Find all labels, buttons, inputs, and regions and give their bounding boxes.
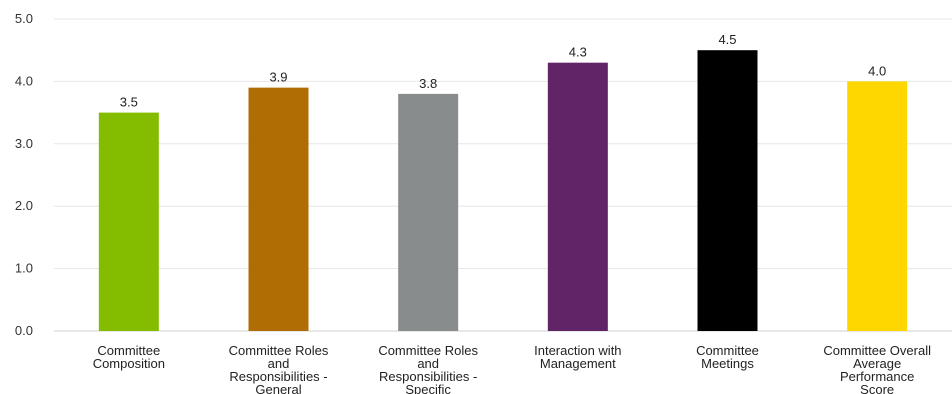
data-label: 3.9 <box>269 70 287 85</box>
category-label-line: Responsibilities - <box>229 369 327 384</box>
category-label: Committee Overall Average Performance Score <box>823 343 931 394</box>
y-tick-label: 0.0 <box>15 323 33 338</box>
data-label: 3.8 <box>419 76 437 91</box>
category-label-line: Committee <box>696 343 759 358</box>
category-label-line: Responsibilities - <box>379 369 477 384</box>
y-axis-tick-labels: 0.0 1.0 2.0 3.0 4.0 5.0 <box>15 11 33 338</box>
category-label-line: Meetings <box>701 356 754 371</box>
y-tick-label: 3.0 <box>15 136 33 151</box>
category-label: Committee Composition <box>93 343 165 371</box>
y-tick-label: 2.0 <box>15 198 33 213</box>
category-label-line: Committee <box>97 343 160 358</box>
category-label-line: Average <box>853 356 901 371</box>
bar-1 <box>98 112 159 331</box>
category-label: Interaction with Management <box>534 343 621 371</box>
bar-3 <box>398 93 459 331</box>
data-label: 4.5 <box>718 32 736 47</box>
category-label-line: Specific <box>405 382 451 394</box>
gridlines <box>54 18 952 332</box>
category-label-line: and <box>417 356 439 371</box>
data-label: 4.0 <box>868 63 886 78</box>
category-label-line: Committee Roles <box>229 343 329 358</box>
bar-6 <box>847 81 908 332</box>
category-label: Committee Roles and Responsibilities -Spec… <box>378 343 478 394</box>
category-label-line: Score <box>860 382 894 394</box>
data-label: 4.3 <box>569 45 587 60</box>
bar-4 <box>547 62 608 332</box>
data-labels: 3.5 3.9 3.8 4.3 4.5 4.0 <box>120 32 886 109</box>
y-tick-label: 4.0 <box>15 73 33 88</box>
category-label-line: General <box>255 382 301 394</box>
category-label-line: Interaction with <box>534 343 621 358</box>
bar-5 <box>697 50 758 331</box>
category-label-line: Management <box>540 356 616 371</box>
category-label-line: Composition <box>93 356 165 371</box>
bars <box>98 50 908 332</box>
category-label-line: and <box>268 356 290 371</box>
category-label: Committee Meetings <box>696 343 759 371</box>
data-label: 3.5 <box>120 95 138 110</box>
category-label-line: Committee Roles <box>378 343 478 358</box>
y-tick-label: 1.0 <box>15 261 33 276</box>
y-tick-label: 5.0 <box>15 11 33 26</box>
category-label: Committee Roles and Responsibilities -Gene… <box>229 343 329 394</box>
category-label-line: Committee Overall <box>823 343 931 358</box>
bar-2 <box>248 87 309 331</box>
category-label-line: Performance <box>840 369 914 384</box>
